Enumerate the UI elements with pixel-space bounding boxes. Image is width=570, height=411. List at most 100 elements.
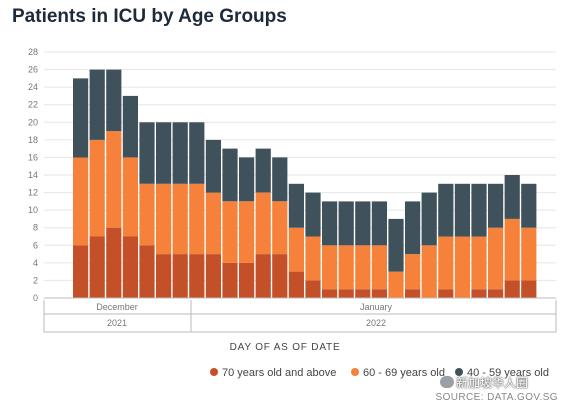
bar-segment-series-1-day-27 [521,227,537,281]
y-tick-label: 4 [33,258,38,268]
bar-segment-series-2-day-9 [222,148,238,202]
legend-item-40-59: 40 - 59 years old [455,367,549,379]
bar-segment-series-0-day-4 [139,245,155,298]
bar-segment-series-1-day-12 [272,201,288,255]
bar-segment-series-2-day-13 [288,183,304,228]
bar-segment-series-1-day-14 [305,236,321,281]
bar-segment-series-2-day-3 [122,95,138,158]
bar-segment-series-2-day-8 [205,139,221,193]
bar-segment-series-0-day-13 [288,271,304,298]
bar-segment-series-1-day-20 [405,254,421,290]
legend-label-60-69: 60 - 69 years old [363,367,445,379]
bar-segment-series-2-day-10 [239,157,255,202]
x-year-label-2021: 2021 [107,318,127,328]
bar-segment-series-1-day-18 [371,245,387,290]
y-tick-label: 20 [28,117,38,127]
bar-segment-series-2-day-25 [488,183,504,228]
bar-segment-series-1-day-4 [139,183,155,246]
bar-segment-series-2-day-17 [355,201,371,246]
bar-segment-series-0-day-12 [272,254,288,298]
bar-segment-series-1-day-6 [172,183,188,255]
bar-segment-series-1-day-15 [322,245,338,290]
bar-segment-series-2-day-21 [421,192,437,246]
y-tick-label: 22 [28,100,38,110]
bar-segment-series-2-day-6 [172,122,188,184]
bar-segment-series-0-day-5 [156,254,172,298]
bar-segment-series-1-day-1 [89,139,105,237]
bar-segment-series-1-day-22 [438,236,454,290]
bar-segment-series-0-day-26 [504,280,520,298]
bar-segment-series-2-day-18 [371,201,387,246]
bar-segment-series-2-day-27 [521,183,537,228]
chart-title: Patients in ICU by Age Groups [12,6,287,27]
legend-swatch-60-69 [351,368,359,376]
bar-segment-series-0-day-22 [438,289,454,298]
bars [73,69,537,298]
bar-segment-series-2-day-20 [405,201,421,255]
bar-segment-series-0-day-7 [189,254,205,298]
source-note: SOURCE: DATA.GOV.SG [435,392,558,403]
bar-segment-series-0-day-18 [371,289,387,298]
bar-segment-series-2-day-0 [73,78,89,158]
y-tick-label: 8 [33,223,38,233]
bar-segment-series-2-day-24 [471,183,487,237]
bar-segment-series-1-day-2 [106,131,122,228]
bar-segment-series-0-day-15 [322,289,338,298]
y-tick-label: 28 [28,47,38,57]
bar-segment-series-0-day-1 [89,236,105,298]
bar-segment-series-2-day-26 [504,175,520,219]
bar-segment-series-0-day-9 [222,262,238,298]
y-tick-label: 16 [28,152,38,162]
bar-segment-series-1-day-13 [288,227,304,272]
bar-segment-series-2-day-15 [322,201,338,246]
bar-segment-series-0-day-8 [205,254,221,298]
bar-segment-series-1-day-0 [73,157,89,246]
bar-segment-series-1-day-17 [355,245,371,290]
bar-segment-series-2-day-7 [189,122,205,184]
bar-segment-series-2-day-5 [156,122,172,184]
bar-segment-series-2-day-14 [305,192,321,237]
bar-segment-series-0-day-24 [471,289,487,298]
bar-segment-series-1-day-26 [504,218,520,281]
bar-segment-series-2-day-11 [255,148,271,193]
bar-segment-series-0-day-10 [239,262,255,298]
bar-segment-series-2-day-19 [388,218,404,272]
bar-segment-series-0-day-25 [488,289,504,298]
bar-segment-series-2-day-4 [139,122,155,184]
y-tick-label: 12 [28,188,38,198]
legend-item-60-69: 60 - 69 years old [351,367,445,379]
bar-segment-series-0-day-0 [73,245,89,298]
bar-segment-series-1-day-19 [388,271,404,298]
bar-segment-series-2-day-22 [438,183,454,237]
bar-segment-series-2-day-16 [338,201,354,246]
watermark: 新加坡华人圈 [456,376,529,390]
bar-segment-series-1-day-9 [222,201,238,263]
bar-segment-series-2-day-23 [454,183,470,237]
bar-segment-series-1-day-5 [156,183,172,255]
y-tick-label: 6 [33,240,38,250]
bar-segment-series-1-day-7 [189,183,205,255]
y-tick-label: 26 [28,65,38,75]
bar-segment-series-0-day-2 [106,227,122,298]
bar-segment-series-0-day-6 [172,254,188,298]
x-axis: December January 2021 2022 [43,297,557,333]
bar-segment-series-1-day-10 [239,201,255,263]
x-year-label-2022: 2022 [366,318,386,328]
watermark-logo-icon [440,376,454,388]
bar-segment-series-1-day-24 [471,236,487,290]
legend-swatch-70-plus [210,368,218,376]
bar-segment-series-1-day-21 [421,245,437,298]
x-month-label-december: December [96,302,138,312]
bar-segment-series-0-day-16 [338,289,354,298]
bar-segment-series-1-day-11 [255,192,271,255]
bar-segment-series-0-day-20 [405,289,421,298]
legend-swatch-40-59 [455,368,463,376]
y-tick-label: 10 [28,205,38,215]
y-tick-label: 24 [28,82,38,92]
y-tick-label: 14 [28,170,38,180]
y-tick-label: 2 [33,275,38,285]
x-axis-title: DAY OF AS OF DATE [229,342,341,353]
bar-segment-series-0-day-3 [122,236,138,298]
